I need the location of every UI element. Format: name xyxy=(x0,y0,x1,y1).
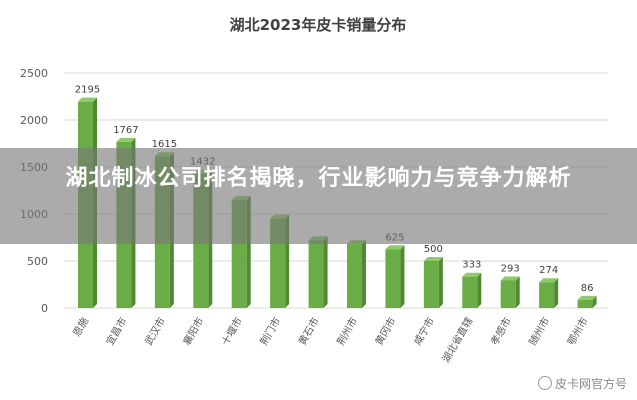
data-label: 333 xyxy=(462,260,481,271)
headline-banner: 湖北制冰公司排名揭晓，行业影响力与竞争力解析 xyxy=(0,148,637,244)
bar-front xyxy=(423,261,439,308)
bar-side xyxy=(438,257,443,308)
x-tick-label: 孝感市 xyxy=(488,315,514,347)
bar-front xyxy=(539,282,555,308)
data-label: 500 xyxy=(424,244,443,255)
bar-front xyxy=(500,280,516,308)
data-label: 86 xyxy=(581,283,594,294)
bar-top xyxy=(462,272,482,277)
x-axis-ticks: 恩施 宜昌市 武汉市 襄阳市 十堰市 荆门市 黄石市 荆州市 黄冈市 咸宁市 湖北省直辖 孝感市 随州市… xyxy=(70,315,591,365)
bar-top xyxy=(385,245,405,250)
bar-side xyxy=(554,278,559,308)
bar-top xyxy=(539,278,559,283)
bar xyxy=(500,276,520,308)
data-label: 1767 xyxy=(113,125,138,136)
x-tick-label: 鄂州市 xyxy=(564,315,590,347)
data-label: 1615 xyxy=(152,139,177,150)
y-tick-label: 2500 xyxy=(20,67,48,80)
data-label: 274 xyxy=(539,265,558,276)
bar-top xyxy=(116,137,136,142)
bar-side xyxy=(515,276,520,308)
data-label: 293 xyxy=(501,263,520,274)
bar xyxy=(577,295,597,308)
watermark: 皮卡网官方号 xyxy=(537,375,627,392)
x-tick-label: 恩施 xyxy=(70,315,91,339)
bar-top xyxy=(577,295,597,300)
x-tick-label: 荆州市 xyxy=(334,315,360,347)
x-tick-label: 黄石市 xyxy=(295,315,321,347)
bar-side xyxy=(362,240,366,308)
bar-top xyxy=(423,257,443,261)
bar xyxy=(462,272,482,308)
x-tick-label: 随州市 xyxy=(526,315,552,347)
chart-title: 湖北2023年皮卡销量分布 xyxy=(230,16,407,34)
bar xyxy=(347,240,366,308)
bar-front xyxy=(385,249,401,308)
bar-side xyxy=(323,236,328,308)
headline-text: 湖北制冰公司排名揭晓，行业影响力与竞争力解析 xyxy=(65,166,572,191)
y-tick-label: 500 xyxy=(27,255,48,268)
y-tick-label: 0 xyxy=(41,302,48,315)
watermark-text: 皮卡网官方号 xyxy=(554,377,627,391)
bar-top xyxy=(500,276,520,281)
x-tick-label: 黄冈市 xyxy=(372,315,398,347)
x-tick-label: 十堰市 xyxy=(219,315,245,347)
bar-top xyxy=(78,97,97,102)
x-tick-label: 咸宁市 xyxy=(411,315,437,347)
y-tick-label: 2000 xyxy=(20,114,48,127)
x-tick-label: 湖北省直辖 xyxy=(439,315,475,365)
bar xyxy=(308,236,328,308)
bar-front xyxy=(462,276,478,308)
bar-side xyxy=(477,272,482,308)
bar-side xyxy=(400,245,405,308)
bar xyxy=(423,257,443,308)
bar-side xyxy=(592,295,597,308)
watermark-logo-icon xyxy=(537,376,552,390)
bar xyxy=(385,245,405,308)
data-label: 2195 xyxy=(75,85,100,96)
x-tick-label: 宜昌市 xyxy=(103,315,129,347)
x-tick-label: 荆门市 xyxy=(257,315,283,347)
bar-front xyxy=(347,244,362,308)
x-tick-label: 襄阳市 xyxy=(180,315,206,347)
bar xyxy=(539,278,559,308)
bar-front xyxy=(577,299,593,308)
x-tick-label: 武汉市 xyxy=(142,315,168,347)
bar-front xyxy=(308,240,324,308)
